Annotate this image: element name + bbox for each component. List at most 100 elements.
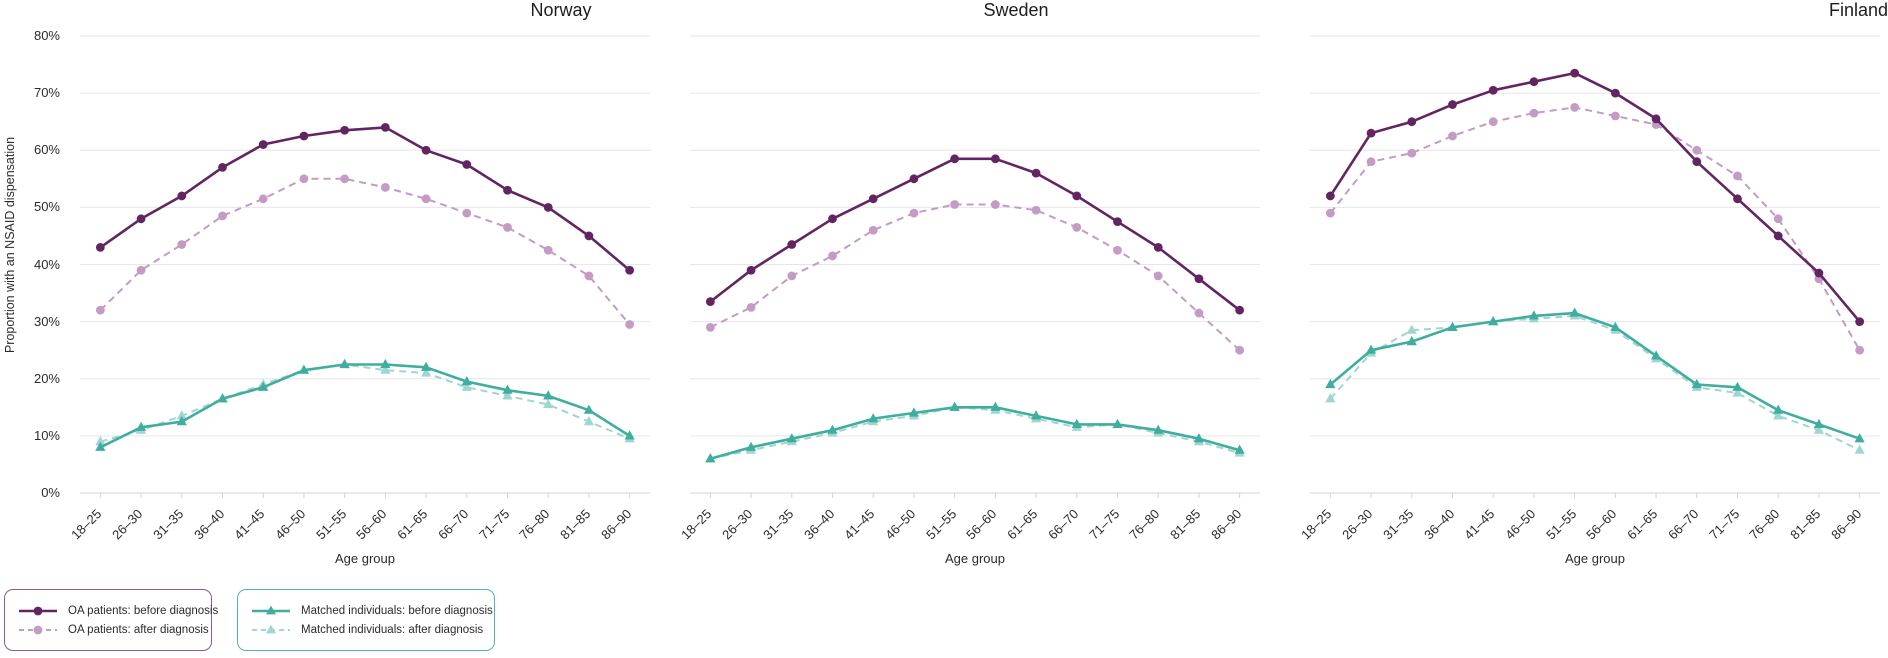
marker-circle-oa-patients-before-diagnosis bbox=[584, 231, 594, 241]
marker-circle-oa-patients-before-diagnosis bbox=[1488, 85, 1498, 95]
marker-circle-oa-patients-before-diagnosis bbox=[1814, 268, 1824, 278]
marker-circle-oa-patients-after-diagnosis bbox=[746, 302, 756, 312]
marker-circle-oa-patients-after-diagnosis bbox=[787, 271, 797, 281]
marker-circle-oa-patients-after-diagnosis bbox=[828, 251, 837, 261]
series-line-matched-individuals-before-diagnosis bbox=[99, 363, 631, 449]
legend-dashed-triangle-sample bbox=[252, 624, 290, 633]
marker-circle-oa-patients-after-diagnosis bbox=[1325, 208, 1335, 218]
legend-item-label: OA patients: before diagnosis bbox=[68, 604, 219, 617]
marker-triangle-matched-individuals-before-diagnosis bbox=[1854, 433, 1865, 443]
marker-circle-oa-patients-before-diagnosis bbox=[1610, 88, 1620, 98]
marker-triangle-matched-individuals-before-diagnosis bbox=[1691, 378, 1702, 389]
marker-circle-oa-patients-after-diagnosis bbox=[868, 225, 878, 235]
marker-triangle-matched-individuals-before-diagnosis bbox=[298, 364, 310, 374]
legend-item-label: Matched individuals: before diagnosis bbox=[301, 604, 493, 617]
marker-circle-oa-patients-after-diagnosis bbox=[1153, 271, 1163, 281]
marker-circle-oa-patients-after-diagnosis bbox=[543, 245, 553, 255]
marker-triangle-matched-individuals-before-diagnosis bbox=[1773, 404, 1784, 414]
series-line-matched-individuals-before-diagnosis bbox=[710, 405, 1240, 460]
marker-triangle-matched-individuals-before-diagnosis bbox=[1406, 336, 1417, 346]
marker-circle-oa-patients-before-diagnosis bbox=[1325, 191, 1335, 201]
marker-triangle-matched-individuals-before-diagnosis bbox=[1234, 444, 1245, 454]
x-axis-title: Age group bbox=[945, 551, 1005, 566]
marker-circle-oa-patients-before-diagnosis bbox=[299, 131, 309, 141]
marker-circle-oa-patients-before-diagnosis bbox=[1570, 68, 1580, 78]
marker-circle-oa-patients-before-diagnosis bbox=[1855, 317, 1865, 327]
chart-plot-finland bbox=[1310, 35, 1880, 498]
marker-circle-oa-patients-before-diagnosis bbox=[95, 242, 105, 252]
marker-circle-oa-patients-before-diagnosis bbox=[746, 265, 756, 275]
marker-circle-oa-patients-before-diagnosis bbox=[1031, 168, 1041, 178]
chart-panel-sweden: 18–25 26–30 31–35 36–40 41–45 46–50 51–55 56–60… bbox=[678, 0, 1260, 658]
marker-triangle-matched-individuals-after-diagnosis bbox=[543, 398, 554, 409]
marker-circle-oa-patients-after-diagnosis bbox=[1113, 245, 1122, 255]
marker-circle-oa-patients-after-diagnosis bbox=[625, 320, 635, 329]
marker-triangle-matched-individuals-before-diagnosis bbox=[624, 430, 635, 440]
marker-circle-oa-patients-after-diagnosis bbox=[258, 194, 268, 204]
marker-circle-oa-patients-after-diagnosis bbox=[1855, 345, 1865, 355]
marker-circle-oa-patients-after-diagnosis bbox=[177, 240, 187, 249]
marker-circle-oa-patients-before-diagnosis bbox=[421, 145, 431, 155]
series-line-matched-individuals-after-diagnosis bbox=[710, 406, 1240, 460]
marker-triangle-matched-individuals-before-diagnosis bbox=[990, 401, 1001, 411]
marker-triangle-matched-individuals-before-diagnosis bbox=[908, 407, 920, 417]
panel-title-sweden: Sweden bbox=[983, 0, 1049, 20]
marker-triangle-matched-individuals-before-diagnosis bbox=[827, 424, 838, 434]
marker-circle-oa-patients-after-diagnosis bbox=[1072, 222, 1082, 232]
y-tick-label: 50% bbox=[33, 199, 60, 215]
marker-circle-oa-patients-before-diagnosis bbox=[1692, 157, 1702, 167]
marker-circle-oa-patients-before-diagnosis bbox=[1113, 217, 1122, 227]
marker-circle-oa-patients-after-diagnosis bbox=[1031, 205, 1041, 215]
marker-circle-oa-patients-after-diagnosis bbox=[990, 200, 1000, 209]
marker-triangle-matched-individuals-before-diagnosis bbox=[1112, 418, 1123, 429]
marker-triangle-matched-individuals-before-diagnosis bbox=[583, 404, 595, 414]
legend-triangle-marker bbox=[266, 624, 276, 633]
marker-triangle-matched-individuals-before-diagnosis bbox=[1193, 433, 1205, 443]
y-tick-label: 80% bbox=[33, 28, 60, 43]
marker-triangle-matched-individuals-before-diagnosis bbox=[1325, 378, 1336, 389]
marker-triangle-matched-individuals-before-diagnosis bbox=[1365, 344, 1377, 354]
marker-triangle-matched-individuals-after-diagnosis bbox=[502, 390, 513, 400]
x-axis-title: Age group bbox=[335, 551, 395, 566]
marker-circle-oa-patients-after-diagnosis bbox=[584, 271, 594, 281]
legend-item-label: OA patients: after diagnosis bbox=[68, 623, 209, 636]
marker-circle-oa-patients-after-diagnosis bbox=[1733, 171, 1742, 181]
series-line-matched-individuals-after-diagnosis bbox=[1329, 314, 1861, 452]
marker-circle-oa-patients-before-diagnosis bbox=[1366, 128, 1376, 138]
marker-circle-oa-patients-before-diagnosis bbox=[1448, 100, 1457, 109]
marker-triangle-matched-individuals-before-diagnosis bbox=[339, 358, 350, 369]
marker-circle-oa-patients-before-diagnosis bbox=[828, 214, 837, 224]
marker-circle-oa-patients-before-diagnosis bbox=[625, 265, 635, 275]
marker-circle-oa-patients-before-diagnosis bbox=[705, 297, 715, 307]
marker-triangle-matched-individuals-before-diagnosis bbox=[1071, 418, 1082, 429]
marker-circle-oa-patients-after-diagnosis bbox=[909, 208, 919, 218]
legend-group-matched-individuals: Matched individuals: before diagnosis Mat… bbox=[237, 589, 495, 651]
marker-circle-oa-patients-after-diagnosis bbox=[1529, 108, 1539, 118]
marker-circle-oa-patients-after-diagnosis bbox=[421, 194, 431, 204]
marker-circle-oa-patients-after-diagnosis bbox=[136, 265, 146, 275]
marker-triangle-matched-individuals-after-diagnosis bbox=[95, 435, 106, 446]
marker-triangle-matched-individuals-after-diagnosis bbox=[1813, 424, 1825, 434]
series-line-matched-individuals-before-diagnosis bbox=[1329, 311, 1861, 440]
legend-item: Matched individuals: after diagnosis bbox=[250, 623, 483, 637]
marker-circle-oa-patients-after-diagnosis bbox=[340, 174, 350, 184]
marker-circle-oa-patients-before-diagnosis bbox=[1235, 305, 1245, 315]
series-line-oa-patients-before-diagnosis bbox=[99, 126, 631, 272]
marker-circle-oa-patients-after-diagnosis bbox=[705, 322, 715, 332]
legend-circle-marker bbox=[33, 625, 43, 634]
series-line-oa-patients-before-diagnosis bbox=[1329, 71, 1861, 323]
marker-triangle-matched-individuals-before-diagnosis bbox=[1569, 307, 1580, 317]
marker-triangle-matched-individuals-after-diagnosis bbox=[583, 415, 595, 426]
marker-triangle-matched-individuals-before-diagnosis bbox=[1528, 310, 1540, 320]
y-tick-label: 40% bbox=[33, 256, 60, 272]
series-line-oa-patients-after-diagnosis bbox=[99, 177, 631, 326]
marker-circle-oa-patients-before-diagnosis bbox=[258, 140, 268, 149]
marker-triangle-matched-individuals-before-diagnosis bbox=[135, 421, 147, 431]
marker-circle-oa-patients-before-diagnosis bbox=[543, 202, 553, 212]
marker-circle-oa-patients-before-diagnosis bbox=[503, 185, 512, 195]
series-line-matched-individuals-after-diagnosis bbox=[100, 363, 630, 443]
legend-solid-triangle-sample bbox=[252, 605, 290, 614]
marker-circle-oa-patients-after-diagnosis bbox=[1570, 103, 1580, 112]
marker-circle-oa-patients-before-diagnosis bbox=[1194, 274, 1204, 284]
